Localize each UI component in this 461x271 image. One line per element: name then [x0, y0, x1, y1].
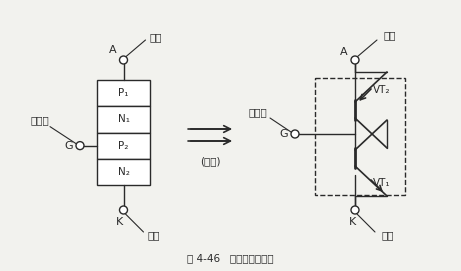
- Text: 阴极: 阴极: [381, 230, 394, 240]
- Circle shape: [351, 56, 359, 64]
- Circle shape: [351, 206, 359, 214]
- Circle shape: [119, 56, 128, 64]
- Text: (等效): (等效): [200, 156, 220, 166]
- Text: 阳极: 阳极: [149, 32, 162, 42]
- Text: A: A: [340, 47, 348, 57]
- Text: VT₁: VT₁: [373, 178, 390, 188]
- Text: G: G: [279, 129, 288, 139]
- Text: K: K: [116, 217, 123, 227]
- Bar: [315, 78, 405, 195]
- Bar: [97, 133, 150, 159]
- Text: 控制极: 控制极: [30, 116, 49, 126]
- Bar: [97, 159, 150, 185]
- Text: P₂: P₂: [118, 141, 129, 151]
- Text: VT₂: VT₂: [373, 85, 390, 95]
- Text: N₁: N₁: [118, 114, 130, 124]
- Text: N₂: N₂: [118, 167, 130, 177]
- Text: K: K: [349, 217, 355, 227]
- Text: P₁: P₁: [118, 88, 129, 98]
- Bar: [97, 80, 150, 106]
- Circle shape: [119, 206, 128, 214]
- Text: G: G: [65, 141, 73, 151]
- Circle shape: [76, 142, 84, 150]
- Text: 阳极: 阳极: [383, 30, 396, 40]
- Text: A: A: [109, 45, 117, 55]
- Text: 控制极: 控制极: [248, 107, 267, 117]
- Text: 图 4-46   单向晶闸管原理: 图 4-46 单向晶闸管原理: [187, 253, 273, 263]
- Bar: [97, 106, 150, 133]
- Circle shape: [291, 130, 299, 138]
- Text: 阴极: 阴极: [148, 230, 160, 240]
